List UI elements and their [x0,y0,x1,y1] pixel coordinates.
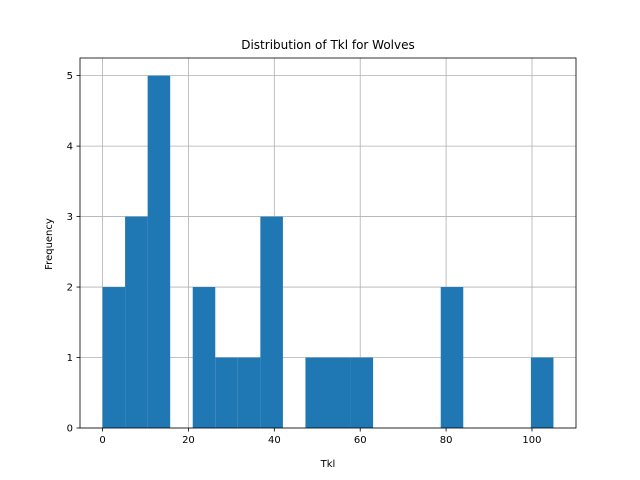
axes-frame [79,57,577,429]
histogram-bars [102,75,554,428]
histogram-bar [125,216,148,428]
y-tick-label: 4 [67,142,73,153]
y-tick-label: 2 [67,283,73,294]
y-tick-label: 1 [67,353,73,364]
histogram-bar [350,357,374,428]
histogram-bar [530,357,554,428]
histogram-bar [215,357,238,428]
histogram-bar [192,287,216,428]
y-tick-label: 0 [67,424,73,435]
y-tick-label: 3 [67,212,73,223]
x-tick-label: 60 [354,435,367,446]
x-tick-label: 40 [268,435,281,446]
histogram-bar [147,75,171,428]
x-axis-label: Tkl [320,459,336,470]
axes: 0 20 40 60 80 100 0 1 2 3 4 5 [67,57,577,446]
histogram-bar [328,357,351,428]
x-tick-label: 80 [440,435,453,446]
x-tick-label: 100 [522,435,541,446]
x-tick-label: 20 [182,435,195,446]
histogram-bar [237,357,261,428]
histogram-bar [440,287,464,428]
y-tick-label: 5 [67,71,73,82]
histogram-bar [102,287,126,428]
histogram-bar [305,357,328,428]
y-axis-label: Frequency [44,218,55,270]
chart-title: Distribution of Tkl for Wolves [241,38,415,52]
histogram-bar [260,216,283,428]
x-tick-label: 0 [99,435,105,446]
